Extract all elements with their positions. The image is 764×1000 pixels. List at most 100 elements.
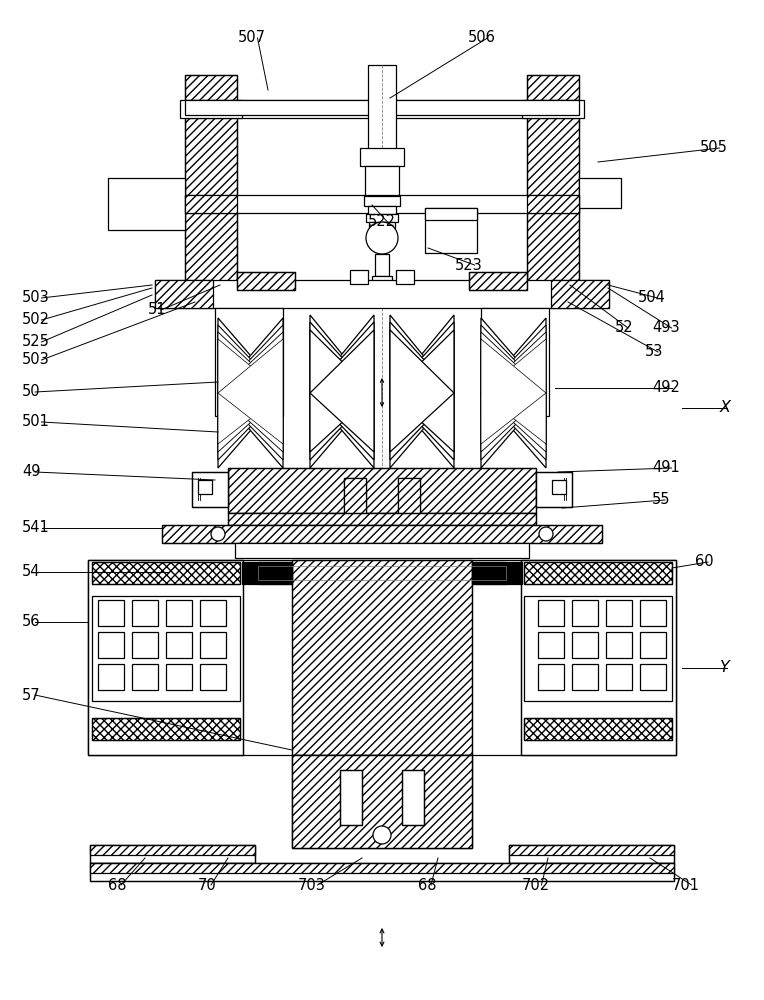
- Bar: [606, 664, 632, 690]
- Text: 49: 49: [22, 464, 40, 480]
- Bar: [258, 566, 506, 580]
- Polygon shape: [218, 339, 283, 444]
- Text: 541: 541: [22, 520, 50, 536]
- Polygon shape: [481, 318, 546, 468]
- Bar: [538, 632, 564, 658]
- Bar: [200, 632, 226, 658]
- Polygon shape: [218, 318, 283, 468]
- Bar: [92, 562, 240, 584]
- Bar: [552, 480, 566, 494]
- Polygon shape: [310, 322, 374, 460]
- Bar: [185, 100, 579, 115]
- Polygon shape: [218, 339, 283, 444]
- Text: 50: 50: [22, 384, 40, 399]
- Text: 60: 60: [695, 554, 714, 570]
- Bar: [536, 472, 572, 507]
- Bar: [425, 208, 477, 220]
- Polygon shape: [390, 322, 454, 460]
- Bar: [292, 755, 472, 848]
- Bar: [344, 478, 366, 523]
- Text: 523: 523: [455, 257, 483, 272]
- Bar: [572, 664, 598, 690]
- Bar: [90, 845, 255, 863]
- Bar: [350, 270, 368, 284]
- Text: 525: 525: [22, 334, 50, 350]
- Bar: [200, 664, 226, 690]
- Bar: [92, 718, 240, 740]
- Bar: [132, 600, 158, 626]
- Polygon shape: [390, 330, 454, 452]
- Bar: [98, 664, 124, 690]
- Text: 53: 53: [645, 344, 663, 360]
- Bar: [162, 525, 602, 543]
- Bar: [228, 513, 536, 525]
- Polygon shape: [390, 330, 454, 452]
- Bar: [402, 770, 424, 825]
- Bar: [365, 166, 399, 196]
- Polygon shape: [218, 325, 283, 460]
- Bar: [344, 478, 366, 523]
- Circle shape: [366, 222, 398, 254]
- Bar: [368, 206, 396, 214]
- Bar: [192, 472, 228, 507]
- Bar: [98, 600, 124, 626]
- Bar: [524, 562, 672, 584]
- Bar: [185, 100, 579, 118]
- Text: 70: 70: [198, 878, 217, 892]
- Bar: [90, 845, 255, 863]
- Bar: [527, 75, 579, 290]
- Bar: [292, 755, 472, 848]
- Polygon shape: [481, 325, 546, 460]
- Polygon shape: [218, 318, 283, 468]
- Text: 54: 54: [22, 564, 40, 580]
- Bar: [90, 863, 674, 881]
- Text: 701: 701: [672, 878, 700, 892]
- Circle shape: [539, 527, 553, 541]
- Polygon shape: [390, 315, 454, 468]
- Bar: [215, 308, 283, 416]
- Circle shape: [211, 527, 225, 541]
- Bar: [155, 280, 213, 308]
- Text: 52: 52: [615, 320, 633, 336]
- Bar: [425, 208, 477, 253]
- Bar: [579, 178, 621, 208]
- Bar: [536, 472, 572, 507]
- Bar: [396, 270, 414, 284]
- Bar: [551, 280, 609, 308]
- Bar: [198, 480, 212, 494]
- Text: 68: 68: [108, 878, 127, 892]
- Bar: [524, 562, 672, 584]
- Bar: [185, 75, 237, 290]
- Bar: [292, 755, 472, 848]
- Bar: [360, 148, 404, 166]
- Circle shape: [373, 826, 391, 844]
- Bar: [228, 468, 536, 513]
- Bar: [572, 632, 598, 658]
- Bar: [92, 562, 240, 584]
- Bar: [185, 75, 237, 290]
- Polygon shape: [481, 318, 546, 468]
- Polygon shape: [390, 315, 454, 468]
- Bar: [292, 560, 472, 755]
- Bar: [90, 863, 674, 873]
- Bar: [92, 596, 240, 701]
- Bar: [292, 560, 472, 755]
- Bar: [258, 562, 292, 584]
- Bar: [235, 543, 529, 558]
- Bar: [242, 562, 292, 584]
- Bar: [237, 272, 295, 290]
- Bar: [521, 560, 676, 755]
- Bar: [200, 600, 226, 626]
- Text: 502: 502: [22, 312, 50, 328]
- Bar: [469, 272, 527, 290]
- Bar: [469, 272, 527, 290]
- Text: X: X: [720, 400, 731, 416]
- Bar: [527, 75, 579, 290]
- Polygon shape: [481, 332, 546, 452]
- Bar: [509, 845, 674, 855]
- Bar: [162, 525, 602, 543]
- Bar: [88, 560, 676, 755]
- Bar: [398, 478, 420, 523]
- Polygon shape: [218, 332, 283, 452]
- Bar: [366, 214, 398, 222]
